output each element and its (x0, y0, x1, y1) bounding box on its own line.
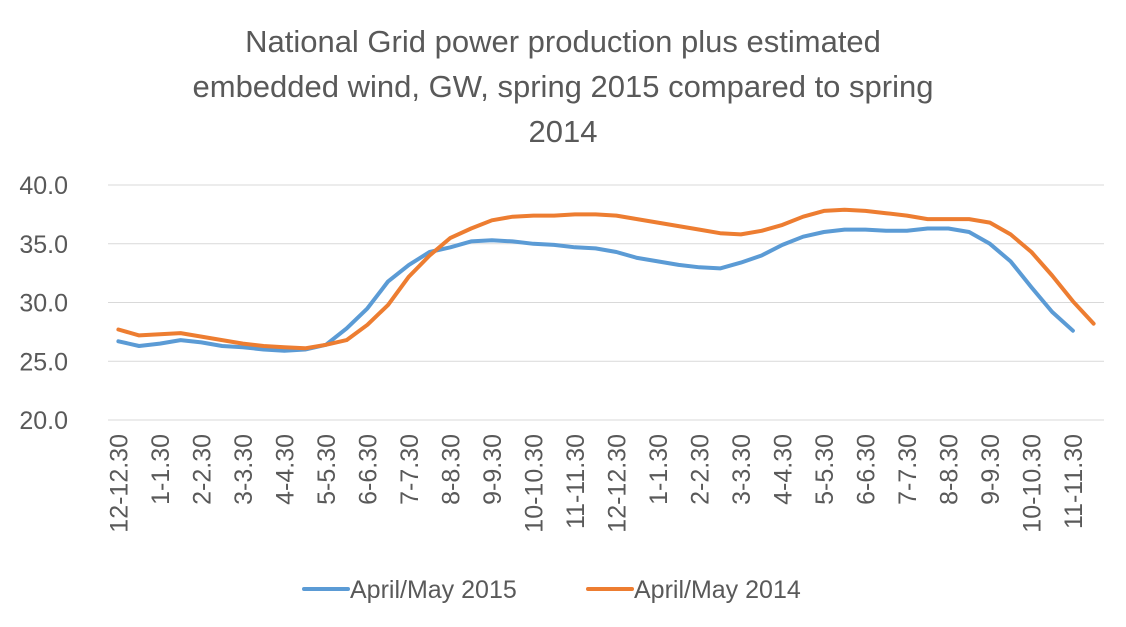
x-tick-label: 7-7.30 (396, 434, 424, 505)
x-tick-label: 1-1.30 (645, 434, 673, 505)
chart-title-line-1: National Grid power production plus esti… (245, 24, 881, 59)
x-tick-label: 5-5.30 (313, 434, 341, 505)
x-tick-label: 12-12.30 (105, 434, 133, 533)
series-lines (116, 207, 1096, 353)
legend: April/May 2015 April/May 2014 (302, 576, 801, 604)
x-tick-label: 10-10.30 (520, 434, 548, 533)
chart-title: National Grid power production plus esti… (193, 24, 934, 149)
series-line-1 (116, 226, 1075, 353)
x-tick-label: 4-4.30 (271, 434, 299, 505)
y-axis-tick-labels: 20.0 25.0 30.0 35.0 40.0 (19, 172, 68, 435)
y-tick-label: 40.0 (19, 172, 68, 200)
x-tick-label: 11-11.30 (1060, 434, 1088, 529)
x-axis-tick-labels: 12-12.30 1-1.30 2-2.30 3-3.30 4-4.30 5-5.30 6-… (105, 434, 1088, 533)
y-tick-label: 20.0 (19, 407, 68, 435)
x-tick-label: 5-5.30 (811, 434, 839, 505)
x-tick-label: 2-2.30 (686, 434, 714, 505)
x-tick-label: 2-2.30 (188, 434, 216, 505)
x-tick-label: 12-12.30 (603, 434, 631, 533)
x-tick-label: 9-9.30 (977, 434, 1005, 505)
x-tick-label: 9-9.30 (479, 434, 507, 505)
x-tick-label: 11-11.30 (562, 434, 590, 529)
x-tick-label: 8-8.30 (935, 434, 963, 505)
x-tick-label: 1-1.30 (147, 434, 175, 505)
x-tick-label: 8-8.30 (437, 434, 465, 505)
x-tick-label: 3-3.30 (728, 434, 756, 505)
y-tick-label: 25.0 (19, 348, 68, 376)
gridlines (108, 184, 1104, 421)
chart-title-line-2: embedded wind, GW, spring 2015 compared … (193, 69, 934, 104)
x-tick-label: 6-6.30 (852, 434, 880, 505)
chart-title-line-3: 2014 (529, 114, 598, 149)
series-line-2 (116, 207, 1096, 351)
x-tick-label: 4-4.30 (769, 434, 797, 505)
x-tick-label: 10-10.30 (1018, 434, 1046, 533)
legend-label: April/May 2015 (350, 576, 517, 604)
x-tick-label: 3-3.30 (230, 434, 258, 505)
legend-label: April/May 2014 (634, 576, 801, 604)
y-tick-label: 30.0 (19, 290, 68, 318)
x-tick-label: 7-7.30 (894, 434, 922, 505)
x-tick-label: 6-6.30 (354, 434, 382, 505)
y-tick-label: 35.0 (19, 231, 68, 259)
